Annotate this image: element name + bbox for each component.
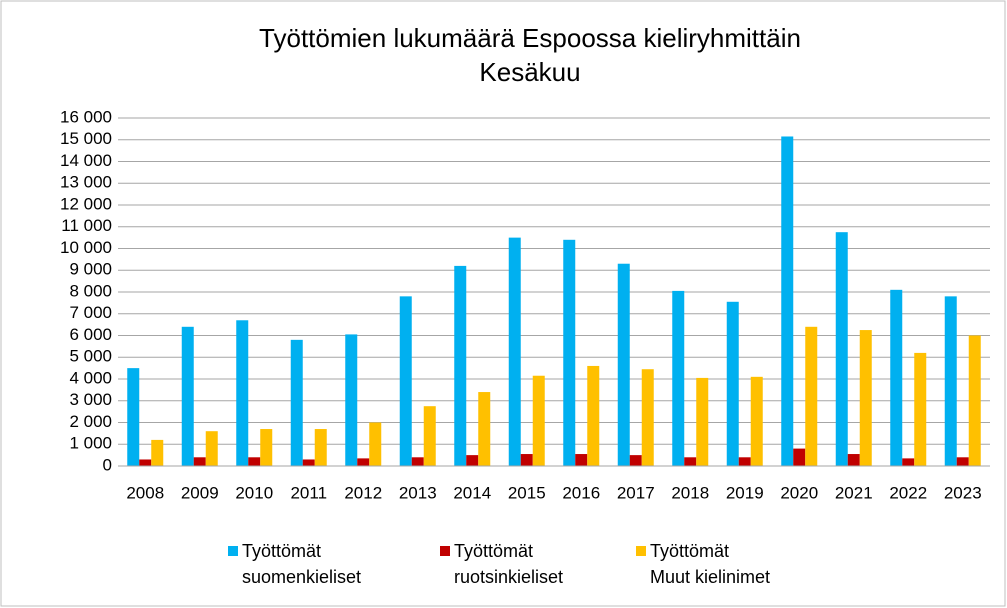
x-tick-label: 2020	[780, 483, 818, 502]
y-tick-label: 10 000	[60, 238, 112, 257]
bar	[629, 455, 642, 466]
legend-swatch	[440, 546, 450, 556]
x-tick-label: 2023	[944, 483, 982, 502]
bar	[466, 455, 479, 466]
bar	[738, 457, 751, 466]
bar	[641, 369, 654, 466]
x-tick-label: 2010	[235, 483, 273, 502]
chart-subtitle: Kesäkuu	[479, 57, 580, 87]
bar	[575, 454, 588, 466]
legend-item: Työttömät Muut kielinimet	[636, 538, 770, 590]
bar	[314, 429, 327, 466]
y-tick-label: 16 000	[60, 107, 112, 126]
bar	[793, 448, 806, 466]
x-tick-label: 2013	[399, 483, 437, 502]
legend-label: Työttömät ruotsinkieliset	[454, 541, 564, 587]
bar	[260, 429, 273, 466]
bar	[302, 459, 315, 466]
bar	[944, 296, 957, 466]
bar	[399, 296, 412, 466]
y-tick-label: 4 000	[69, 368, 112, 387]
x-tick-label: 2016	[562, 483, 600, 502]
bar	[890, 289, 903, 466]
bar	[248, 457, 261, 466]
bar	[520, 454, 533, 466]
x-tick-label: 2022	[889, 483, 927, 502]
bar	[805, 326, 818, 466]
y-tick-label: 7 000	[69, 303, 112, 322]
x-tick-label: 2009	[181, 483, 219, 502]
bar	[968, 335, 981, 466]
y-tick-label: 14 000	[60, 151, 112, 170]
x-tick-label: 2011	[290, 483, 327, 502]
bar	[617, 263, 630, 466]
y-tick-label: 12 000	[60, 194, 112, 213]
bar	[181, 326, 194, 466]
bar	[914, 352, 927, 466]
bar	[684, 457, 697, 466]
legend-item: Työttömät ruotsinkieliset	[440, 538, 563, 590]
bar	[563, 239, 576, 466]
bar	[369, 422, 382, 466]
bar	[423, 406, 436, 466]
y-tick-label: 5 000	[69, 347, 112, 366]
legend-swatch	[636, 546, 646, 556]
bar	[478, 392, 491, 466]
x-tick-label: 2017	[617, 483, 655, 502]
y-tick-label: 1 000	[69, 434, 112, 453]
bar	[193, 457, 206, 466]
bar	[345, 334, 358, 466]
y-tick-label: 13 000	[60, 173, 112, 192]
bar	[127, 368, 140, 466]
y-tick-label: 0	[103, 455, 112, 474]
bar	[532, 375, 545, 466]
y-tick-label: 8 000	[69, 281, 112, 300]
x-tick-label: 2012	[344, 483, 382, 502]
x-tick-label: 2008	[126, 483, 164, 502]
x-tick-label: 2019	[726, 483, 764, 502]
bar	[205, 431, 218, 466]
y-tick-label: 6 000	[69, 325, 112, 344]
x-tick-label: 2018	[671, 483, 709, 502]
bar	[750, 376, 763, 466]
bar	[357, 458, 370, 466]
bar	[781, 136, 794, 467]
legend-item: Työttömät suomenkieliset	[228, 538, 361, 590]
y-tick-label: 9 000	[69, 260, 112, 279]
x-tick-label: 2014	[453, 483, 491, 502]
bar	[847, 454, 860, 466]
legend-label: Työttömät Muut kielinimet	[650, 541, 771, 587]
legend-swatch	[228, 546, 238, 556]
bar	[508, 237, 521, 466]
bar	[672, 290, 685, 466]
bar	[859, 330, 872, 466]
y-tick-label: 3 000	[69, 390, 112, 409]
x-tick-label: 2021	[835, 483, 873, 502]
bar	[835, 232, 848, 466]
bar	[411, 457, 424, 466]
bar	[151, 439, 164, 466]
bar	[587, 365, 600, 466]
bar	[902, 458, 915, 466]
y-tick-label: 2 000	[69, 412, 112, 431]
bar	[290, 339, 303, 466]
bar	[956, 457, 969, 466]
legend-label: Työttömät suomenkieliset	[242, 541, 362, 587]
bar	[236, 320, 249, 466]
bar	[454, 265, 467, 466]
y-tick-label: 11 000	[61, 216, 112, 235]
chart-title: Työttömien lukumäärä Espoossa kieliryhmi…	[259, 23, 801, 53]
bar	[139, 459, 152, 466]
y-tick-label: 15 000	[60, 129, 112, 148]
bar	[726, 301, 739, 466]
x-tick-label: 2015	[508, 483, 546, 502]
bar	[696, 377, 709, 466]
